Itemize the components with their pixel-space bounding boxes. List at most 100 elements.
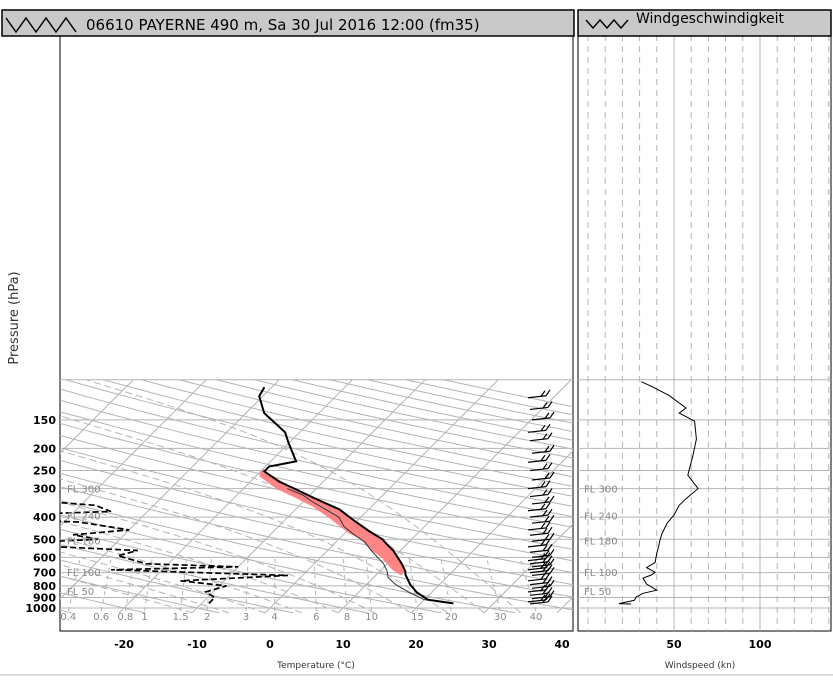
mixing-ratio-line [180, 557, 187, 611]
wind-barb [527, 527, 547, 531]
wind-barb-flag [540, 562, 546, 569]
wind-barb-flag [549, 532, 555, 540]
mixing-ratio-line [67, 557, 81, 612]
moist-adiabat [60, 450, 448, 614]
wind-barb [531, 450, 551, 454]
wind-barb [527, 578, 547, 582]
virtual-temperature-line [287, 488, 450, 604]
wind-barb-flag [540, 539, 546, 546]
wind-barb-flag [545, 389, 551, 397]
wind-barb-flag [540, 424, 546, 432]
wind-barb [531, 520, 551, 524]
dry-adiabat [60, 486, 573, 598]
mixing-ratio-label: 1.5 [173, 612, 189, 623]
temperature-line [258, 386, 454, 605]
skewt-grid [60, 379, 573, 614]
flight-level-label: FL 180 [67, 536, 101, 547]
x-axis-label: Temperature (°C) [276, 661, 355, 671]
wind-barb [527, 429, 547, 433]
collapse-icon[interactable] [5, 16, 77, 34]
y-axis-label: Pressure (hPa) [7, 271, 22, 364]
wind-barb-flag [540, 503, 546, 510]
windspeed-line [618, 381, 699, 605]
wind-barb-flag [544, 580, 550, 588]
cape-area [259, 468, 406, 576]
wind-barb-flag [549, 590, 555, 597]
wind-barb-flag [542, 402, 548, 409]
wind-barb-flag [545, 538, 551, 546]
wind-barb [527, 459, 547, 463]
temperature-tick-label: 40 [554, 638, 570, 651]
mixing-ratio-line [408, 557, 418, 612]
pressure-tick-label: 800 [33, 580, 56, 593]
wind-barb-flag [549, 514, 555, 522]
wind-barb-flag [549, 567, 555, 574]
wind-barb [531, 564, 551, 568]
wind-barb-flag [549, 558, 555, 566]
wind-barb-flag [547, 508, 553, 516]
moist-adiabat [60, 520, 339, 614]
chart-title: 06610 PAYERNE 490 m, Sa 30 Jul 2016 12:0… [86, 16, 480, 34]
wind-barb-flag [544, 549, 550, 557]
pressure-tick-label: 900 [33, 592, 56, 605]
wind-barb-flag [540, 584, 546, 591]
pressure-tick-label: 400 [33, 511, 56, 524]
mixing-ratio-label: 2 [204, 612, 210, 623]
dry-adiabat [60, 388, 573, 507]
wind-plot-area [577, 34, 832, 632]
wind-barb-flag [545, 502, 551, 510]
wind-barb [527, 395, 547, 399]
mixing-ratio-label: 6 [313, 612, 319, 623]
isotherm [483, 523, 573, 614]
wind-barb-flag [542, 596, 548, 603]
moist-adiabat [60, 415, 485, 614]
wind-barb-flag [540, 553, 546, 560]
wind-barb [529, 514, 549, 518]
pressure-tick-label: 300 [33, 483, 56, 496]
dry-adiabat [60, 434, 573, 550]
wind-barb-flag [549, 579, 555, 587]
temperature-tick-label: 10 [335, 638, 351, 651]
wind-barb-flag [547, 526, 553, 534]
wind-barb [531, 554, 551, 558]
dewpoint-line [60, 501, 289, 605]
mixing-ratio-line [485, 557, 501, 612]
wind-barb [531, 585, 551, 589]
wind-barb-flag [542, 527, 548, 535]
mixing-ratio-labels: 0.4 0.6 0.8 1 1.5 2 3 4 6 8 10 15 20 30 40 [60, 612, 542, 623]
wind-barb-flag [542, 489, 548, 496]
wind-barb [529, 561, 549, 565]
dry-adiabat [60, 514, 516, 614]
dry-adiabat [60, 399, 573, 518]
mixing-ratio-label: 4 [271, 612, 277, 623]
flight-level-label: FL 300 [67, 485, 101, 496]
wind-barb-flag [547, 543, 553, 551]
wind-barb-flag [547, 595, 553, 603]
flight-level-label: FL 50 [584, 587, 611, 598]
wind-barb-flag [542, 556, 548, 563]
moist-adiabat [85, 379, 521, 614]
temperature-tick-label: 30 [481, 638, 497, 651]
dry-adiabat [60, 447, 573, 562]
wind-barb [529, 582, 549, 586]
temperature-axis: -20 -10 0 10 20 30 40 [114, 638, 570, 651]
skewt-plot-area [59, 34, 574, 632]
wind-barb-flag [545, 593, 551, 601]
title-bar: 06610 PAYERNE 490 m, Sa 30 Jul 2016 12:0… [1, 9, 575, 37]
wind-barb-flag [540, 390, 546, 397]
flight-level-label: FL 50 [67, 587, 94, 598]
wind-barb-flag [542, 577, 548, 584]
mixing-ratio-line [124, 557, 135, 612]
wind-barb-flag [540, 522, 546, 529]
wind-barb-flag [542, 587, 548, 595]
isotherm [60, 379, 280, 600]
isotherm [264, 379, 499, 614]
moist-adiabat [60, 537, 302, 614]
mixing-ratio-label: 3 [243, 612, 249, 623]
wind-barb-flag [544, 515, 550, 523]
moist-adiabat [60, 564, 229, 614]
collapse-icon[interactable] [585, 18, 629, 30]
dry-adiabat [60, 422, 573, 539]
